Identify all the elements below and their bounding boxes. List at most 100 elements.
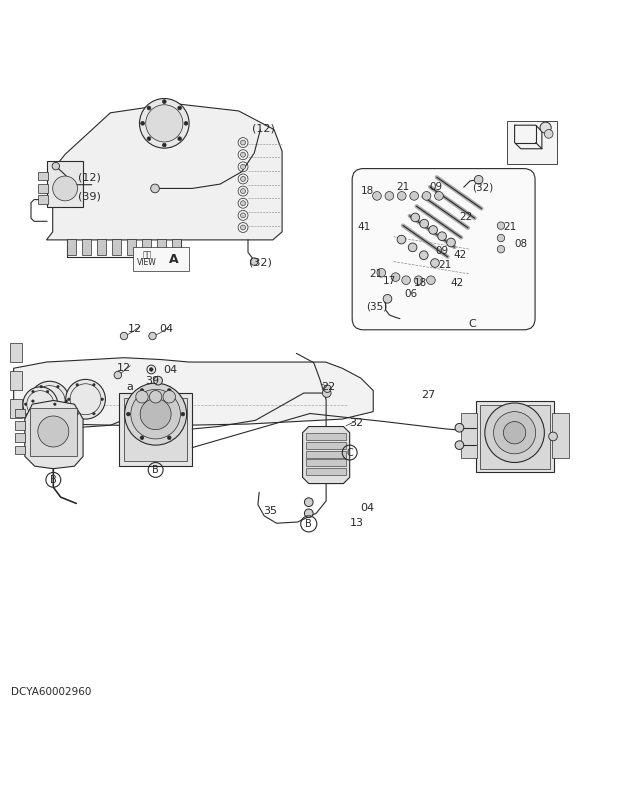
Circle shape	[391, 273, 400, 282]
Circle shape	[427, 276, 435, 284]
Bar	[507, 122, 557, 164]
Circle shape	[40, 414, 43, 417]
Circle shape	[114, 372, 122, 379]
Circle shape	[304, 498, 313, 506]
Circle shape	[540, 122, 551, 133]
Text: 17: 17	[383, 276, 396, 287]
Bar	[15, 408, 25, 417]
Text: 04: 04	[360, 503, 374, 513]
Circle shape	[241, 201, 246, 205]
Text: VIEW: VIEW	[137, 259, 157, 267]
Circle shape	[304, 509, 313, 517]
Circle shape	[497, 222, 505, 229]
Circle shape	[544, 130, 553, 139]
Circle shape	[241, 189, 246, 193]
Circle shape	[485, 403, 544, 462]
Circle shape	[125, 383, 187, 445]
Circle shape	[162, 100, 166, 103]
Circle shape	[66, 380, 105, 419]
Bar	[112, 240, 121, 256]
Circle shape	[494, 412, 536, 454]
Circle shape	[126, 412, 130, 416]
Circle shape	[92, 384, 95, 386]
Bar	[38, 195, 48, 204]
Text: 08: 08	[514, 240, 528, 249]
Circle shape	[410, 192, 418, 201]
Circle shape	[414, 276, 423, 284]
Circle shape	[497, 234, 505, 242]
Bar	[15, 446, 25, 455]
Circle shape	[151, 184, 159, 193]
Circle shape	[149, 368, 153, 372]
Circle shape	[140, 99, 189, 148]
Circle shape	[40, 385, 43, 388]
Circle shape	[46, 390, 49, 392]
Bar	[476, 401, 554, 472]
Bar	[306, 442, 346, 449]
Circle shape	[136, 391, 148, 403]
Circle shape	[162, 143, 166, 147]
Circle shape	[402, 276, 410, 284]
Bar	[480, 405, 550, 469]
Circle shape	[92, 412, 95, 415]
Text: 13: 13	[350, 518, 363, 529]
Circle shape	[140, 399, 171, 430]
Circle shape	[241, 152, 246, 157]
Circle shape	[154, 377, 162, 385]
Circle shape	[420, 220, 428, 228]
Text: 21: 21	[369, 269, 383, 279]
Bar	[82, 240, 91, 256]
Text: 06: 06	[404, 289, 417, 298]
Circle shape	[56, 385, 59, 388]
Circle shape	[241, 140, 246, 145]
Circle shape	[411, 213, 420, 222]
Circle shape	[397, 236, 405, 244]
Circle shape	[385, 192, 394, 201]
Circle shape	[23, 387, 58, 422]
Circle shape	[324, 385, 331, 392]
Text: 21: 21	[396, 182, 410, 192]
Circle shape	[131, 389, 180, 439]
Circle shape	[120, 332, 128, 340]
Bar	[157, 240, 166, 256]
Polygon shape	[303, 427, 350, 483]
Bar	[142, 240, 151, 256]
Circle shape	[147, 106, 151, 110]
Circle shape	[167, 436, 171, 439]
Circle shape	[146, 105, 183, 142]
Bar	[10, 400, 22, 418]
Circle shape	[140, 436, 144, 439]
Circle shape	[431, 259, 440, 267]
Bar	[10, 343, 22, 362]
Bar	[552, 413, 569, 458]
Text: (12): (12)	[252, 123, 275, 133]
Text: (12): (12)	[79, 173, 101, 183]
Circle shape	[241, 164, 246, 170]
Text: B: B	[153, 465, 159, 475]
Text: 42: 42	[453, 251, 467, 260]
Circle shape	[181, 412, 185, 416]
Text: 12: 12	[128, 323, 142, 334]
Bar	[461, 413, 477, 458]
Text: 22: 22	[459, 212, 473, 222]
Text: 09: 09	[435, 246, 448, 256]
Circle shape	[241, 177, 246, 181]
Text: a: a	[126, 382, 134, 392]
Bar	[133, 248, 189, 271]
Text: 21: 21	[438, 259, 452, 270]
Circle shape	[474, 175, 483, 184]
Text: 41: 41	[358, 223, 371, 232]
Circle shape	[140, 388, 144, 392]
FancyBboxPatch shape	[352, 169, 535, 330]
Text: B: B	[306, 519, 312, 529]
Circle shape	[422, 192, 431, 201]
Circle shape	[76, 384, 79, 386]
Polygon shape	[46, 103, 282, 240]
Circle shape	[76, 412, 79, 415]
Circle shape	[101, 398, 104, 400]
Circle shape	[54, 403, 56, 405]
Circle shape	[32, 416, 34, 418]
Circle shape	[149, 391, 162, 403]
Bar	[306, 451, 346, 458]
Bar	[306, 433, 346, 440]
